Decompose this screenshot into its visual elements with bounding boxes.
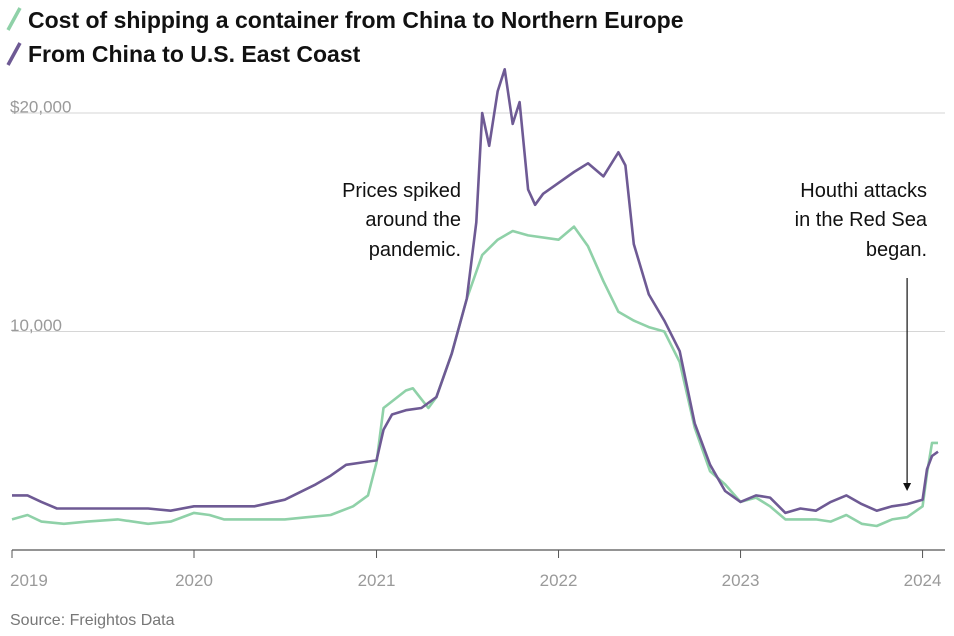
series-line-0 [11, 225, 938, 528]
gridlines [12, 112, 945, 332]
series-lines [11, 68, 939, 528]
x-tick-label: 2023 [722, 571, 760, 590]
legend-swatch-series-0 [6, 7, 22, 31]
annotation-houthi-line-3: began. [866, 239, 927, 261]
legend: Cost of shipping a container from China … [6, 7, 684, 67]
legend-label-series-1: From China to U.S. East Coast [28, 41, 361, 67]
source-note: Source: Freightos Data [10, 612, 175, 629]
y-axis-ticks: $20,000 10,000 [10, 98, 71, 336]
x-tick-label: 2020 [175, 571, 213, 590]
x-tick-label: 2021 [358, 571, 396, 590]
annotation-houthi-line-1: Houthi attacks [800, 180, 927, 202]
legend-label-series-0: Cost of shipping a container from China … [28, 7, 684, 33]
annotation-pandemic-line-3: pandemic. [369, 239, 461, 261]
x-tick-label: 2022 [540, 571, 578, 590]
annotation-pandemic-line-1: Prices spiked [342, 180, 461, 202]
x-axis-ticks: 2019 2020 2021 2022 2023 2024 [10, 550, 941, 590]
x-tick-label: 2024 [904, 571, 942, 590]
annotation-houthi-line-2: in the Red Sea [795, 209, 928, 231]
y-tick-label: 10,000 [10, 316, 62, 335]
y-tick-label: $20,000 [10, 98, 71, 117]
annotation-pandemic: Prices spiked around the pandemic. [342, 180, 461, 261]
series-line-1 [12, 68, 939, 515]
annotation-pandemic-line-2: around the [365, 209, 461, 231]
legend-swatch-series-1 [6, 42, 22, 66]
annotation-houthi: Houthi attacks in the Red Sea began. [795, 180, 928, 492]
x-tick-label: 2019 [10, 571, 48, 590]
annotation-houthi-arrowhead [903, 483, 912, 492]
